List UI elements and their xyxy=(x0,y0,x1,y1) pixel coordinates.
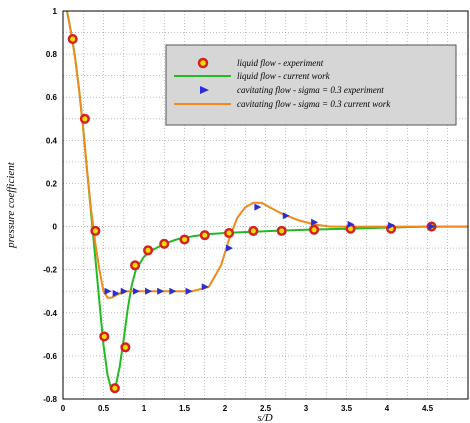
data-point-triangle xyxy=(201,283,209,291)
x-tick-label: 0.5 xyxy=(98,404,110,413)
y-tick-label: 0.4 xyxy=(46,136,58,145)
data-point-triangle xyxy=(169,287,177,295)
legend-entry-cavitating-current: cavitating flow - sigma = 0.3 current wo… xyxy=(174,99,391,109)
x-tick-label: 2 xyxy=(223,404,228,413)
data-point-triangle xyxy=(347,220,355,228)
x-tick-label: 2.5 xyxy=(260,404,272,413)
data-point-triangle xyxy=(120,287,128,295)
data-point-circle xyxy=(109,383,120,394)
x-tick-label: 0 xyxy=(61,404,66,413)
plot-series xyxy=(66,10,468,394)
legend-label: cavitating flow - sigma = 0.3 current wo… xyxy=(237,99,391,109)
data-point-triangle xyxy=(282,212,290,220)
x-tick-label: 4 xyxy=(385,404,390,413)
data-point-triangle xyxy=(185,287,193,295)
legend-entry-liquid-current: liquid flow - current work xyxy=(174,71,331,81)
legend-entry-liquid-experiment: liquid flow - experiment xyxy=(197,57,324,69)
data-point-triangle xyxy=(104,287,112,295)
y-axis-label: pressure coefficient xyxy=(5,161,17,249)
data-point-triangle xyxy=(157,287,165,295)
x-tick-label: 4.5 xyxy=(422,404,434,413)
x-tick-label: 3 xyxy=(304,404,309,413)
data-point-circle xyxy=(309,224,320,235)
data-point-triangle xyxy=(428,223,436,231)
data-point-triangle xyxy=(112,289,120,297)
data-point-circle xyxy=(99,331,110,342)
legend-label: cavitating flow - sigma = 0.3 experiment xyxy=(237,85,384,95)
legend-label: liquid flow - current work xyxy=(237,71,331,81)
legend-entry-cavitating-experiment: cavitating flow - sigma = 0.3 experiment xyxy=(200,85,384,95)
legend-label: liquid flow - experiment xyxy=(237,58,324,68)
data-point-triangle xyxy=(311,218,319,226)
data-point-circle xyxy=(248,225,259,236)
data-point-triangle xyxy=(254,203,262,211)
x-tick-labels: 0 0.5 1 1.5 2 2.5 3 3.5 4 4.5 xyxy=(61,404,434,413)
x-tick-label: 3.5 xyxy=(341,404,353,413)
data-point-circle xyxy=(199,230,210,241)
y-tick-label: 0 xyxy=(53,223,58,232)
data-point-triangle xyxy=(226,244,234,252)
data-point-triangle xyxy=(388,221,396,229)
data-point-circle xyxy=(67,33,78,45)
x-tick-label: 1 xyxy=(142,404,147,413)
y-tick-label: -0.8 xyxy=(43,395,57,404)
legend-marker-triangle xyxy=(200,86,209,94)
y-tick-label: 1 xyxy=(53,7,58,16)
plot-frame xyxy=(62,10,469,400)
data-point-circle xyxy=(159,238,170,249)
y-tick-label: 0.6 xyxy=(46,93,58,102)
data-point-circle xyxy=(276,225,287,236)
data-point-circle xyxy=(179,234,190,245)
data-point-triangle xyxy=(132,287,140,295)
data-point-circle xyxy=(143,245,154,256)
y-tick-label: -0.4 xyxy=(43,309,57,318)
y-tick-label: -0.2 xyxy=(43,266,57,275)
series-line xyxy=(66,10,468,299)
legend: liquid flow - experiment liquid flow - c… xyxy=(165,44,457,126)
x-tick-label: 1.5 xyxy=(179,404,191,413)
y-tick-label: -0.6 xyxy=(43,352,57,361)
x-axis-label: s/D xyxy=(257,412,272,423)
data-point-triangle xyxy=(145,287,153,295)
data-point-circle xyxy=(120,342,131,353)
legend-box xyxy=(165,44,457,126)
data-point-circle xyxy=(130,260,141,271)
data-point-circle xyxy=(224,227,235,239)
y-tick-label: 0.2 xyxy=(46,179,58,188)
data-point-circle xyxy=(79,113,90,124)
legend-marker-circle xyxy=(197,57,209,69)
y-tick-label: 0.8 xyxy=(46,50,58,59)
y-tick-labels: -0.8 -0.6 -0.4 -0.2 0 0.2 0.4 0.6 0.8 1 xyxy=(43,7,57,404)
data-point-circle xyxy=(90,225,101,236)
